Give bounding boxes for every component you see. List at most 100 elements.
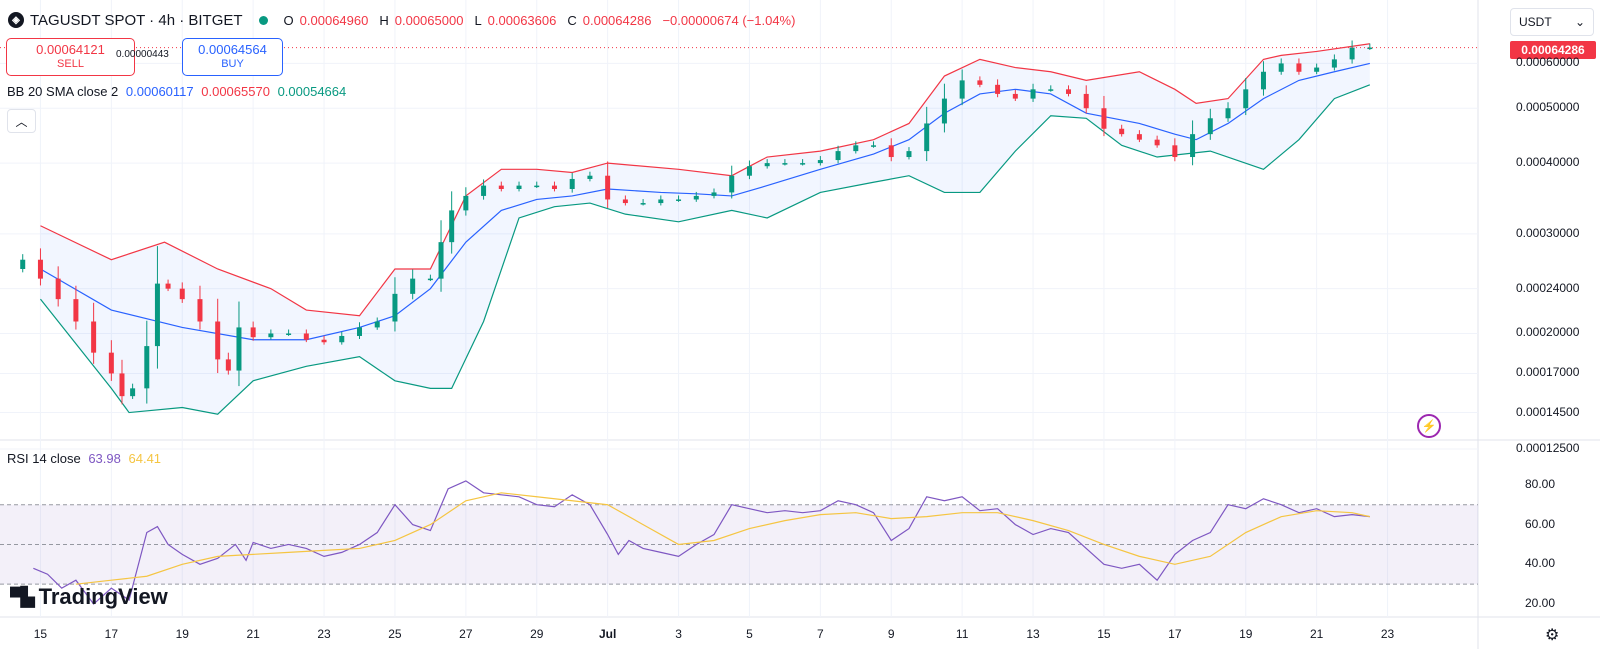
candle-body [449,210,455,243]
candle-body [1278,63,1284,72]
collapse-legend-button[interactable]: ︿ [7,109,36,133]
candle-body [1012,93,1018,99]
candle-body [995,84,1001,94]
close-value: 0.00064286 [582,12,652,28]
price-tick-label: 0.00030000 [1516,225,1580,240]
candle-body [498,185,504,190]
candle-body [800,163,806,165]
time-tick-label: 17 [1168,627,1182,641]
candle-body [73,299,79,322]
candle-body [165,283,171,289]
candle-body [835,151,841,161]
lightning-icon[interactable]: ⚡ [1417,414,1441,438]
candle-body [1367,47,1373,50]
candle-body [534,185,540,188]
candle-body [225,359,231,371]
candle-body [640,203,646,205]
candle-body [1154,139,1160,146]
candle-body [410,278,416,294]
price-tick-label: 0.00017000 [1516,365,1580,380]
candle-body [1296,63,1302,72]
time-tick-label: 3 [675,627,682,641]
candle-body [286,333,292,335]
time-tick-label: 5 [746,627,753,641]
buy-price: 0.00064564 [198,42,267,57]
sell-price: 0.00064121 [36,42,105,57]
change-value: −0.00000674 (−1.04%) [662,12,796,28]
currency-selector[interactable]: USDT ⌄ [1510,8,1594,36]
time-tick-label: 21 [246,627,260,641]
time-tick-label: 23 [317,627,331,641]
candle-body [130,388,136,397]
low-label: L [474,12,482,28]
candle-body [941,98,947,124]
time-tick-label: 25 [388,627,402,641]
open-value: 0.00064960 [299,12,369,28]
candle-body [1101,108,1107,129]
candle-body [197,299,203,322]
candle-body [268,333,274,338]
gear-icon[interactable]: ⚙ [1545,627,1560,644]
candle-body [764,163,770,167]
open-label: O [283,12,294,28]
candle-body [711,192,717,196]
time-tick-label: 15 [1097,627,1111,641]
candle-body [587,175,593,179]
rsi-ma-value: 64.41 [128,451,162,466]
sell-label: SELL [57,58,84,70]
bb-lower-line [39,84,1371,415]
candle-body [321,339,327,343]
candle-body [1225,108,1231,119]
buy-button[interactable]: 0.00064564 BUY [182,38,283,76]
bb-basis-line [40,62,1370,341]
candle-body [622,199,628,204]
candle-body [154,283,160,347]
candle-body [1314,67,1320,72]
time-tick-label: 23 [1380,627,1395,641]
candle-body [427,278,433,281]
candle-body [250,327,256,338]
sell-button[interactable]: 0.00064121 SELL [6,38,135,76]
candle-body [658,199,664,204]
candle-body [676,199,682,201]
candle-body [516,185,522,190]
candle-body [438,242,444,279]
candle-body [1331,59,1337,68]
bb-upper-line [40,43,1370,317]
last-price-tag: 0.00064286 [1510,41,1596,59]
price-tick-label: 0.00060000 [1516,55,1580,70]
bb-basis-value: 0.00060117 [125,84,194,99]
chart-header: ◈ TAGUSDT SPOT · 4h · BITGET O 0.00064960… [8,9,800,31]
candle-body [374,321,380,328]
rsi-legend[interactable]: RSI 14 close 63.98 64.41 [7,451,161,466]
candle-body [392,293,398,322]
candle-body [746,166,752,176]
candle-body [236,327,242,371]
bb-upper-value: 0.00065570 [201,84,270,99]
candle-body [108,352,114,374]
candle-body [693,195,699,200]
time-tick-label: Jul [598,627,617,641]
candle-body [1030,89,1036,99]
low-value: 0.00063606 [487,12,557,28]
tradingview-logo[interactable]: ▀▙ TradingView [10,584,168,610]
symbol-logo-icon: ◈ [8,12,24,28]
rsi-line [33,480,1370,605]
spread-value: 0.00000443 [116,49,169,60]
candle-body [1172,145,1178,158]
candle-body [1260,71,1266,90]
candle-body [569,178,575,190]
candle-body [729,175,735,193]
candle-body [91,321,97,353]
symbol-title[interactable]: TAGUSDT SPOT · 4h · BITGET [30,11,243,29]
bb-legend[interactable]: BB 20 SMA close 2 0.00060117 0.00065570 … [7,84,346,99]
rsi-legend-name: RSI 14 close [7,451,81,466]
high-value: 0.00065000 [394,12,464,28]
market-status-icon [258,15,268,25]
time-tick-label: 11 [955,627,969,641]
chevron-down-icon: ⌄ [1574,15,1585,29]
time-tick-label: 19 [1239,627,1253,641]
candle-body [605,175,611,200]
time-tick-label: 9 [887,627,895,641]
